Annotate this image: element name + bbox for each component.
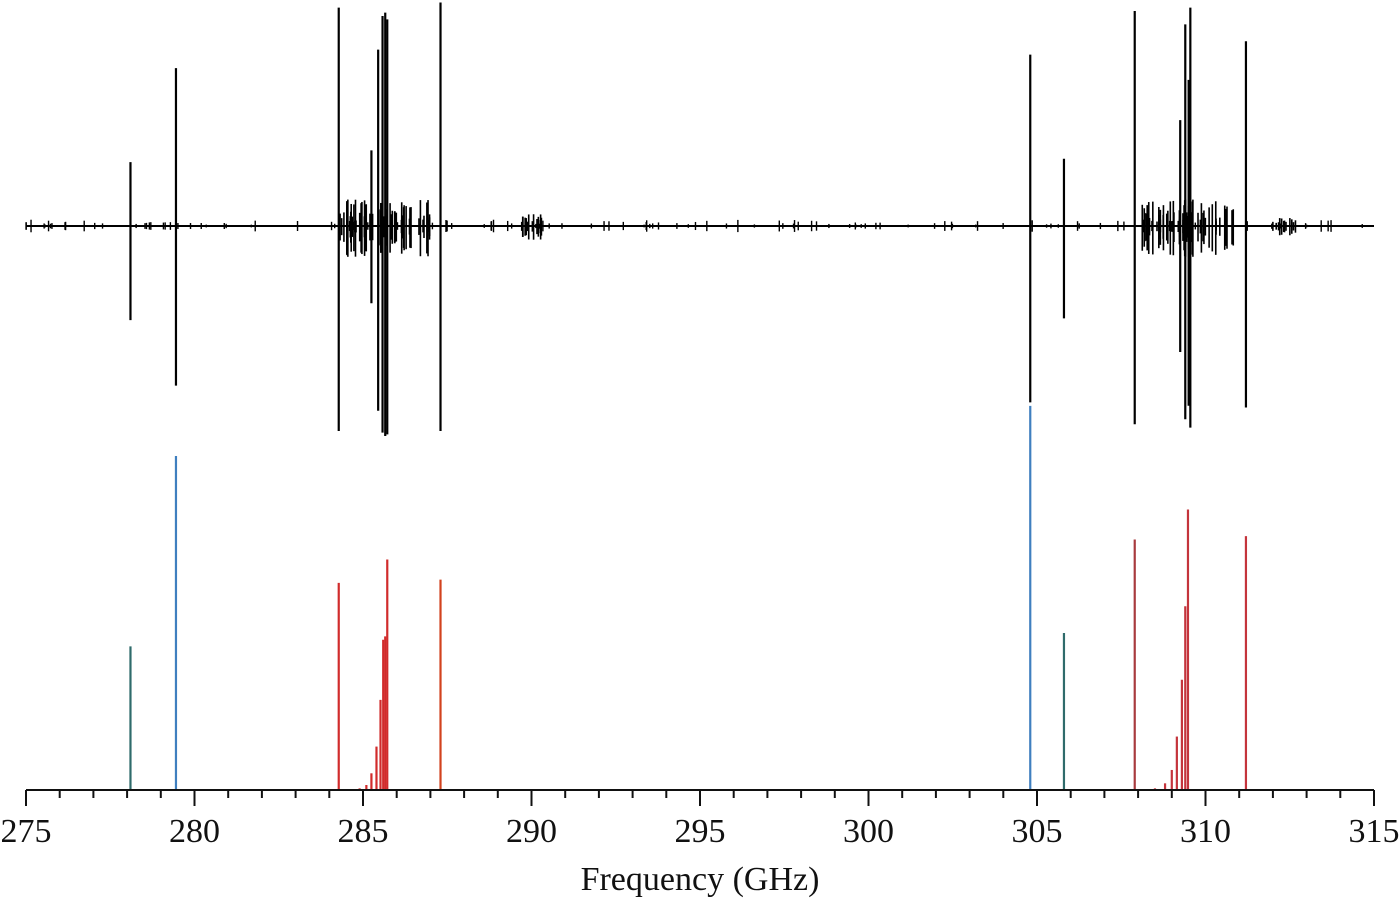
x-axis-title: Frequency (GHz) [581, 861, 820, 898]
x-tick-label: 285 [338, 813, 389, 850]
x-tick-label: 290 [506, 813, 557, 850]
x-tick-label: 275 [1, 813, 52, 850]
x-tick-label: 300 [843, 813, 894, 850]
x-tick-label: 310 [1180, 813, 1231, 850]
x-axis: 275 280 285 290 295 300 305 310 315 [1, 789, 1400, 850]
x-tick-label: 305 [1012, 813, 1063, 850]
x-tick-label: 315 [1349, 813, 1400, 850]
predicted-spectrum [129, 405, 1248, 790]
observed-spectrum [26, 2, 1374, 436]
x-tick-label: 280 [169, 813, 220, 850]
observed-noise [25, 199, 1363, 257]
x-tick-label: 295 [675, 813, 726, 850]
